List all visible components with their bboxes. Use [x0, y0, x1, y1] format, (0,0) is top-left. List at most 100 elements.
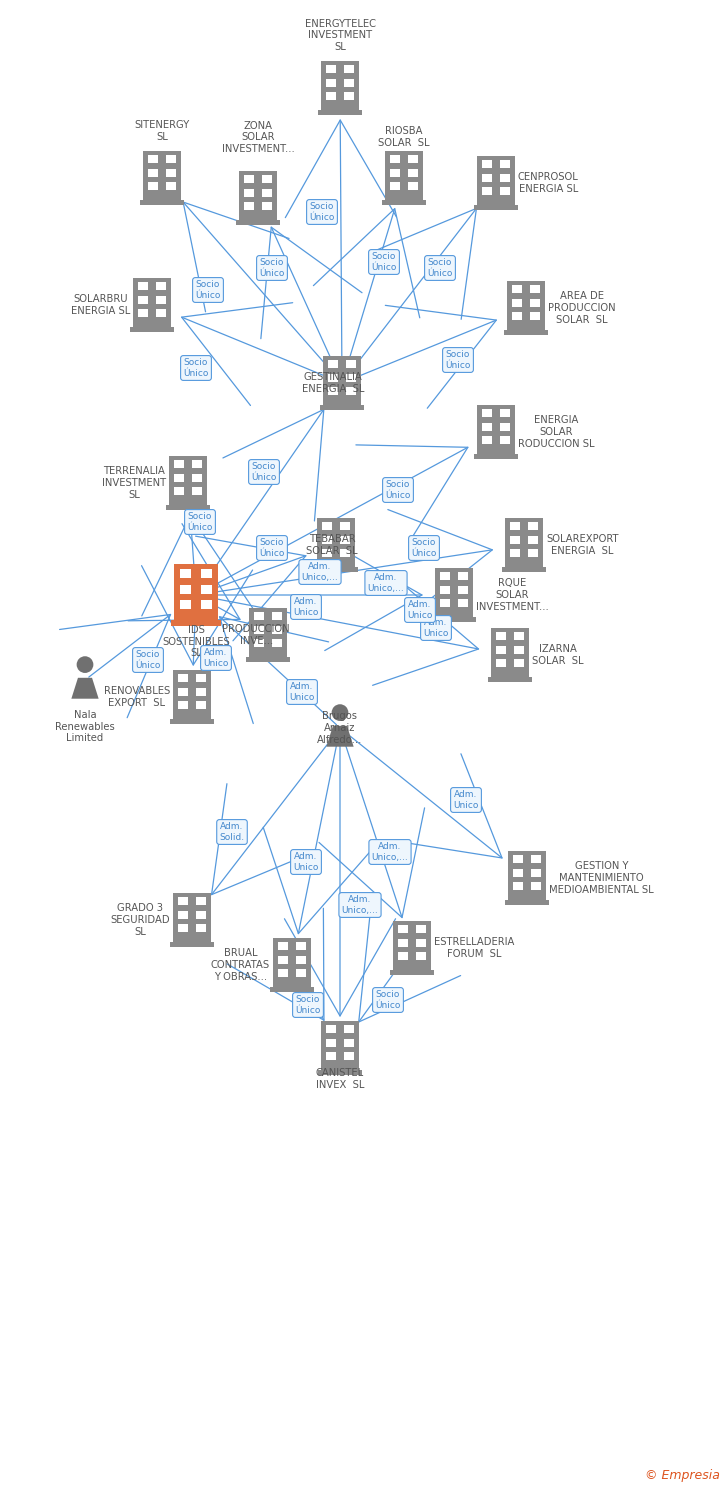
FancyBboxPatch shape: [435, 568, 472, 616]
FancyBboxPatch shape: [156, 309, 166, 316]
Text: Adm.
Unico: Adm. Unico: [293, 597, 319, 616]
FancyBboxPatch shape: [328, 360, 338, 368]
FancyBboxPatch shape: [344, 66, 355, 74]
Polygon shape: [326, 726, 354, 747]
Text: Adm.
Unico: Adm. Unico: [407, 600, 432, 619]
FancyBboxPatch shape: [491, 628, 529, 676]
FancyBboxPatch shape: [170, 620, 221, 627]
FancyBboxPatch shape: [385, 152, 423, 200]
FancyBboxPatch shape: [196, 924, 206, 932]
Text: IDS
SOSTENIBLES
SL: IDS SOSTENIBLES SL: [162, 626, 230, 658]
FancyBboxPatch shape: [201, 600, 213, 609]
FancyBboxPatch shape: [138, 309, 148, 316]
FancyBboxPatch shape: [249, 609, 287, 657]
FancyBboxPatch shape: [458, 573, 468, 580]
FancyBboxPatch shape: [390, 970, 434, 975]
FancyBboxPatch shape: [528, 549, 538, 556]
FancyBboxPatch shape: [296, 969, 306, 976]
FancyBboxPatch shape: [531, 855, 541, 862]
Text: RENOVABLES
EXPORT  SL: RENOVABLES EXPORT SL: [104, 686, 170, 708]
Text: Adm.
Unico,...: Adm. Unico,...: [368, 573, 404, 592]
FancyBboxPatch shape: [240, 171, 277, 220]
FancyBboxPatch shape: [514, 660, 524, 668]
FancyBboxPatch shape: [531, 882, 541, 890]
Text: SITENERGY
SL: SITENERGY SL: [135, 120, 189, 142]
FancyBboxPatch shape: [340, 549, 350, 556]
FancyBboxPatch shape: [175, 564, 218, 620]
FancyBboxPatch shape: [173, 894, 210, 942]
FancyBboxPatch shape: [440, 600, 450, 608]
FancyBboxPatch shape: [317, 519, 355, 567]
FancyBboxPatch shape: [272, 612, 282, 620]
Text: ZONA
SOLAR
INVESTMENT...: ZONA SOLAR INVESTMENT...: [221, 122, 294, 154]
Text: ENERGIA
SOLAR
RODUCCION SL: ENERGIA SOLAR RODUCCION SL: [518, 416, 595, 448]
Text: Adm.
Unico,...: Adm. Unico,...: [301, 562, 339, 582]
Text: GRADO 3
SEGURIDAD
SL: GRADO 3 SEGURIDAD SL: [111, 903, 170, 936]
FancyBboxPatch shape: [244, 189, 254, 196]
FancyBboxPatch shape: [244, 202, 254, 210]
FancyBboxPatch shape: [236, 220, 280, 225]
FancyBboxPatch shape: [156, 282, 166, 290]
FancyBboxPatch shape: [346, 375, 356, 382]
FancyBboxPatch shape: [270, 987, 314, 993]
FancyBboxPatch shape: [323, 357, 360, 405]
Text: Adm.
Unico,...: Adm. Unico,...: [371, 843, 408, 861]
FancyBboxPatch shape: [432, 616, 476, 622]
FancyBboxPatch shape: [326, 80, 336, 87]
FancyBboxPatch shape: [196, 675, 206, 682]
FancyBboxPatch shape: [482, 410, 492, 417]
FancyBboxPatch shape: [318, 1070, 362, 1076]
FancyBboxPatch shape: [507, 282, 545, 330]
FancyBboxPatch shape: [178, 675, 188, 682]
FancyBboxPatch shape: [148, 156, 158, 164]
FancyBboxPatch shape: [530, 300, 540, 307]
FancyBboxPatch shape: [482, 188, 492, 195]
Text: Adm.
Unico: Adm. Unico: [454, 790, 479, 810]
FancyBboxPatch shape: [244, 176, 254, 183]
FancyBboxPatch shape: [170, 718, 214, 724]
Text: Adm.
Unico,...: Adm. Unico,...: [341, 896, 379, 915]
FancyBboxPatch shape: [482, 423, 492, 430]
Text: Brugos
Arnaiz
Alfredo...: Brugos Arnaiz Alfredo...: [317, 711, 362, 744]
FancyBboxPatch shape: [397, 939, 408, 946]
FancyBboxPatch shape: [482, 160, 492, 168]
Circle shape: [332, 704, 349, 722]
FancyBboxPatch shape: [178, 702, 188, 709]
FancyBboxPatch shape: [192, 460, 202, 468]
FancyBboxPatch shape: [272, 639, 282, 646]
Text: IZARNA
SOLAR  SL: IZARNA SOLAR SL: [532, 644, 584, 666]
FancyBboxPatch shape: [500, 423, 510, 430]
FancyBboxPatch shape: [408, 183, 418, 190]
FancyBboxPatch shape: [528, 522, 538, 530]
FancyBboxPatch shape: [166, 156, 176, 164]
FancyBboxPatch shape: [178, 897, 188, 904]
FancyBboxPatch shape: [478, 156, 515, 206]
FancyBboxPatch shape: [196, 702, 206, 709]
Text: Socio
Único: Socio Único: [296, 996, 321, 1014]
FancyBboxPatch shape: [133, 279, 170, 327]
FancyBboxPatch shape: [382, 200, 426, 206]
FancyBboxPatch shape: [508, 852, 546, 900]
FancyBboxPatch shape: [196, 897, 206, 904]
Text: Socio
Único: Socio Único: [371, 252, 397, 272]
FancyBboxPatch shape: [322, 537, 332, 544]
FancyBboxPatch shape: [180, 585, 191, 594]
FancyBboxPatch shape: [512, 312, 522, 320]
FancyBboxPatch shape: [156, 297, 166, 304]
FancyBboxPatch shape: [143, 152, 181, 200]
FancyBboxPatch shape: [254, 612, 264, 620]
FancyBboxPatch shape: [478, 405, 515, 454]
FancyBboxPatch shape: [513, 870, 523, 877]
FancyBboxPatch shape: [201, 568, 213, 578]
FancyBboxPatch shape: [474, 454, 518, 459]
FancyBboxPatch shape: [328, 375, 338, 382]
Text: Adm.
Unico: Adm. Unico: [289, 682, 314, 702]
Text: TERRENALIA
INVESTMENT
SL: TERRENALIA INVESTMENT SL: [102, 466, 166, 500]
Text: CANISTEL
INVEX  SL: CANISTEL INVEX SL: [316, 1068, 364, 1089]
FancyBboxPatch shape: [130, 327, 174, 333]
FancyBboxPatch shape: [488, 676, 532, 682]
FancyBboxPatch shape: [496, 660, 506, 668]
FancyBboxPatch shape: [196, 912, 206, 920]
Text: Socio
Único: Socio Único: [183, 358, 209, 378]
FancyBboxPatch shape: [140, 200, 184, 206]
